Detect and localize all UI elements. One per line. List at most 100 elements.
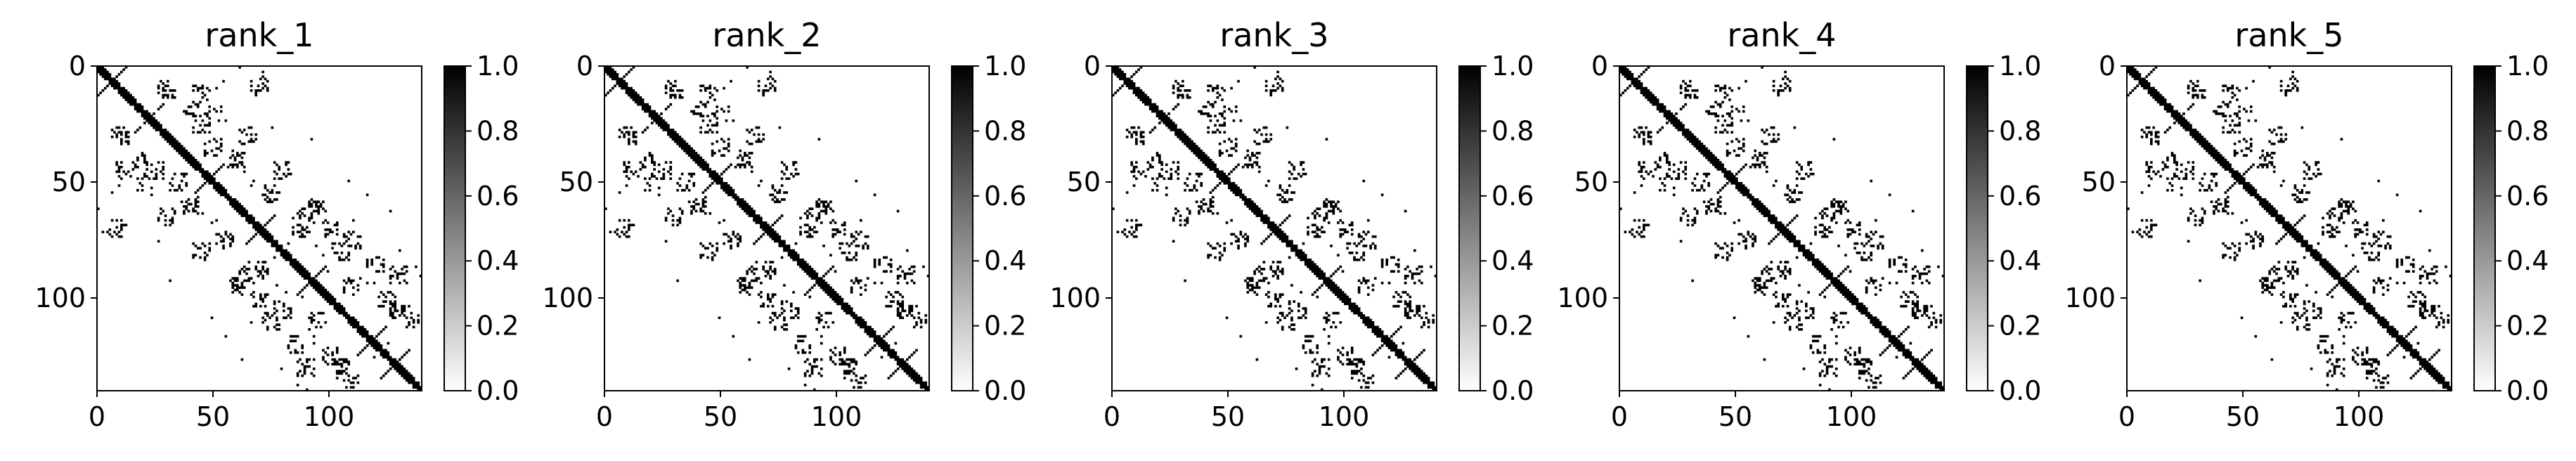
heatmap-cell [850, 258, 853, 261]
heatmap-cell [873, 337, 876, 340]
heatmap-cell [110, 84, 114, 88]
heatmap-cell [222, 186, 225, 190]
heatmap-cell [117, 165, 121, 169]
heatmap-cell [915, 349, 918, 352]
heatmap-cell [1184, 188, 1186, 192]
heatmap-cell [271, 235, 274, 238]
heatmap-cell [803, 265, 807, 268]
heatmap-cell [787, 247, 791, 250]
heatmap-cell [401, 311, 403, 315]
heatmap-cell [1712, 105, 1715, 108]
heatmap-cell [365, 335, 369, 338]
heatmap-cell [1156, 112, 1159, 115]
heatmap-cell [206, 172, 209, 176]
heatmap-cell [1237, 193, 1240, 197]
heatmap-cell [1323, 205, 1326, 208]
heatmap-cell [727, 149, 730, 152]
heatmap-cell [1214, 247, 1217, 250]
heatmap-cell [808, 270, 812, 273]
heatmap-cell [1253, 212, 1256, 215]
heatmap-cell [1350, 309, 1354, 313]
heatmap-cell [628, 235, 630, 238]
heatmap-cell [252, 216, 255, 220]
heatmap-cell [723, 188, 725, 192]
heatmap-cell [727, 138, 730, 141]
heatmap-cell [1260, 216, 1263, 220]
heatmap-cell [1346, 358, 1349, 361]
heatmap-cell [210, 179, 214, 183]
heatmap-cell [384, 295, 387, 299]
heatmap-cell [1321, 272, 1323, 275]
heatmap-cell [201, 172, 205, 176]
heatmap-cell [1355, 252, 1359, 254]
heatmap-cell [687, 154, 691, 157]
heatmap-cell [301, 363, 304, 366]
heatmap-cell [349, 281, 353, 285]
heatmap-cell [1290, 249, 1293, 252]
heatmap-cell [1689, 133, 1692, 136]
heatmap-cell [1716, 84, 1720, 88]
heatmap-cell [1135, 142, 1138, 145]
heatmap-cell [896, 368, 900, 370]
heatmap-cell [1341, 353, 1345, 356]
heatmap-cell [701, 200, 705, 204]
heatmap-cell [651, 161, 654, 164]
heatmap-cell [630, 91, 633, 94]
heatmap-cell [1290, 247, 1293, 250]
heatmap-cell [203, 152, 207, 155]
heatmap-cell [725, 184, 728, 187]
heatmap-cell [704, 131, 707, 134]
heatmap-cell [148, 119, 151, 122]
heatmap-cell [711, 177, 714, 181]
heatmap-cell [1228, 184, 1231, 187]
heatmap-cell [746, 140, 749, 143]
heatmap-cell [183, 152, 186, 155]
heatmap-cell [669, 93, 673, 97]
heatmap-cell [711, 172, 714, 176]
heatmap-cell [873, 263, 876, 266]
heatmap-cell [720, 138, 723, 141]
heatmap-cell [1153, 103, 1157, 106]
heatmap-cell [117, 126, 121, 129]
heatmap-cell [1200, 207, 1203, 210]
heatmap-cell [1316, 374, 1319, 377]
heatmap-cell [250, 277, 253, 280]
heatmap-cell [1311, 212, 1314, 215]
heatmap-cell [124, 98, 128, 101]
heatmap-cell [301, 235, 304, 238]
heatmap-cell [296, 384, 299, 387]
heatmap-cell [120, 138, 123, 141]
heatmap-cell [1207, 84, 1210, 88]
heatmap-cell [1373, 235, 1377, 238]
heatmap-cell [280, 252, 283, 254]
heatmap-cell [312, 374, 316, 377]
heatmap-cell [1112, 207, 1115, 210]
heatmap-cell [683, 147, 686, 150]
heatmap-cell [1234, 138, 1238, 141]
heatmap-cell [924, 388, 928, 391]
heatmap-cell [922, 386, 925, 389]
heatmap-cell [1267, 295, 1270, 299]
heatmap-cell [757, 214, 760, 217]
heatmap-cell [1327, 358, 1331, 361]
heatmap-cell [725, 119, 728, 122]
heatmap-cell [1297, 304, 1300, 308]
heatmap-cell [303, 207, 306, 210]
heatmap-cell [892, 353, 895, 356]
heatmap-cell [694, 198, 698, 201]
heatmap-cell [834, 363, 837, 366]
heatmap-cell [1158, 172, 1161, 176]
heatmap-cell [299, 268, 302, 271]
heatmap-cell [1341, 293, 1345, 297]
heatmap-cell [799, 263, 802, 266]
heatmap-cell [1376, 349, 1379, 352]
heatmap-cell [303, 275, 306, 278]
heatmap-cell [115, 126, 119, 129]
heatmap-cell [1640, 89, 1643, 92]
heatmap-cell [370, 342, 374, 345]
heatmap-cell [773, 268, 777, 271]
heatmap-cell [883, 270, 886, 273]
heatmap-cell [242, 214, 246, 217]
heatmap-cell [122, 93, 125, 97]
heatmap-cell [887, 344, 891, 347]
